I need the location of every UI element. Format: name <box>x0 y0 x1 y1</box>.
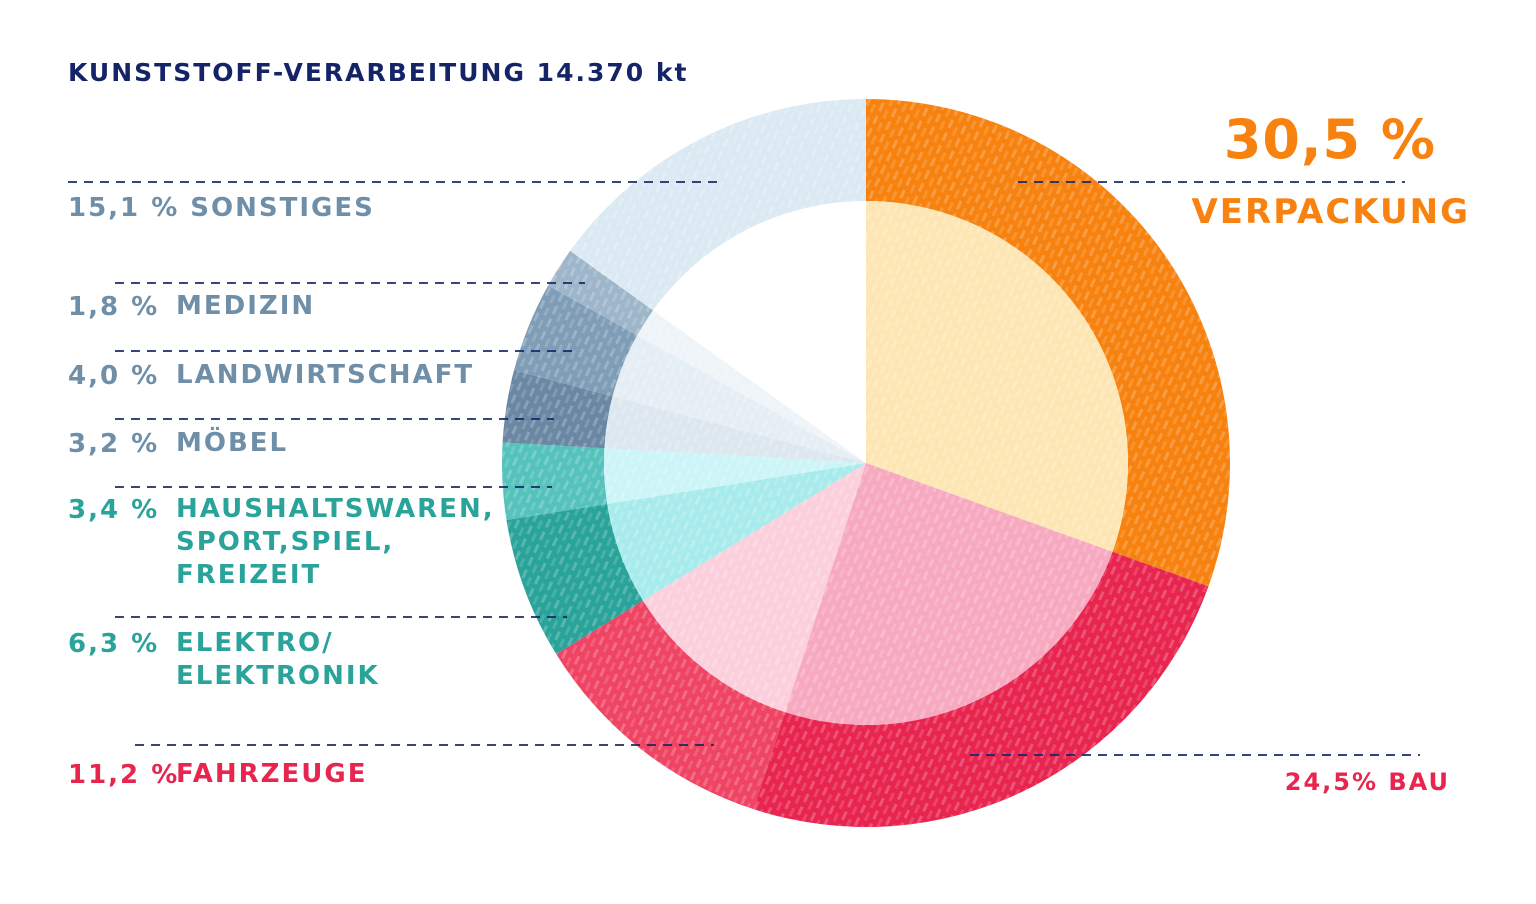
label-haushalt-percent: 3,4 % <box>68 495 160 525</box>
pie-slices <box>502 98 1231 827</box>
label-verpackung-name: VERPACKUNG <box>1191 192 1470 232</box>
pie-slice-texture-fahrzeuge <box>556 463 866 810</box>
label-haushalt-name: HAUSHALTSWAREN, SPORT,SPIEL, FREIZEIT <box>176 494 495 590</box>
label-landwirtschaft-percent: 4,0 % <box>68 361 160 391</box>
leader-lines <box>68 181 1420 756</box>
label-sonstiges: 15,1 % SONSTIGES <box>68 193 375 223</box>
label-elektro-percent: 6,3 % <box>68 629 160 659</box>
chart-title: KUNSTSTOFF-VERARBEITUNG 14.370 kt <box>68 58 689 87</box>
pie-slice-texture-elektro-elektronik <box>506 463 866 655</box>
label-medizin-name: MEDIZIN <box>176 291 316 321</box>
label-elektro-name: ELEKTRO/ ELEKTRONIK <box>176 628 380 691</box>
label-bau: 24,5% BAU <box>1284 768 1450 796</box>
label-medizin-percent: 1,8 % <box>68 292 160 322</box>
label-moebel-percent: 3,2 % <box>68 429 160 459</box>
pie-slice-texture-sonstiges <box>570 98 866 464</box>
label-landwirtschaft-name: LANDWIRTSCHAFT <box>176 360 475 390</box>
pie-slice-texture-landwirtschaft <box>514 285 866 463</box>
pie-slice-texture-haushaltswaren-sport-spiel-freizeit <box>502 442 866 520</box>
pie-slice-texture-bau <box>753 463 1209 827</box>
label-fahrzeuge-percent: 11,2 % <box>68 760 180 790</box>
pie-slice-texture-verpackung <box>866 99 1231 587</box>
pie-slice-texture-möbel <box>502 370 866 463</box>
label-fahrzeuge-name: FAHRZEUGE <box>176 759 368 789</box>
label-moebel-name: MÖBEL <box>176 428 289 458</box>
pie-slice-texture-medizin <box>548 250 866 463</box>
label-verpackung-percent: 30,5 % <box>1223 108 1436 171</box>
